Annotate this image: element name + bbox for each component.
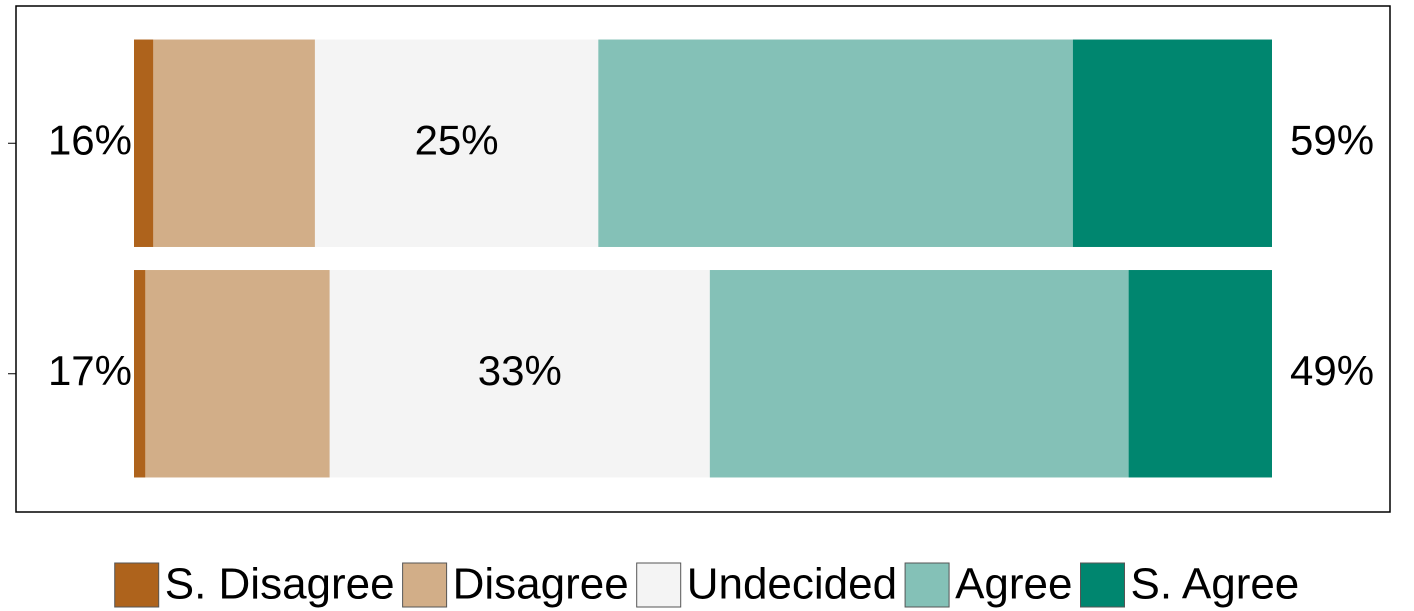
bar-segment <box>134 270 146 478</box>
bar-segment <box>314 39 599 247</box>
legend-label: Undecided <box>687 560 897 609</box>
right-label: 49% <box>1290 347 1374 394</box>
bar-segment <box>1072 39 1272 247</box>
left-label: 17% <box>48 347 132 394</box>
legend-label: Agree <box>955 560 1072 609</box>
bar-segment <box>329 270 710 478</box>
legend-swatch <box>1080 562 1125 608</box>
right-label: 59% <box>1290 116 1374 163</box>
legend-swatch <box>402 562 448 608</box>
bar-segment <box>134 39 154 247</box>
legend-swatch <box>904 562 950 608</box>
bar-segment <box>709 270 1129 478</box>
plot-frame <box>15 5 1391 513</box>
center-label: 25% <box>415 116 499 163</box>
bar-segment <box>153 39 315 247</box>
legend-label: S. Disagree <box>165 560 395 609</box>
legend-swatch <box>114 562 160 608</box>
left-label: 16% <box>48 116 132 163</box>
center-label: 33% <box>478 347 562 394</box>
bar-segment <box>145 270 330 478</box>
bar-segment <box>598 39 1073 247</box>
bar-segment <box>1128 270 1272 478</box>
legend-label: Disagree <box>453 560 629 609</box>
legend-label: S. Agree <box>1131 560 1300 609</box>
legend-swatch <box>636 562 682 608</box>
